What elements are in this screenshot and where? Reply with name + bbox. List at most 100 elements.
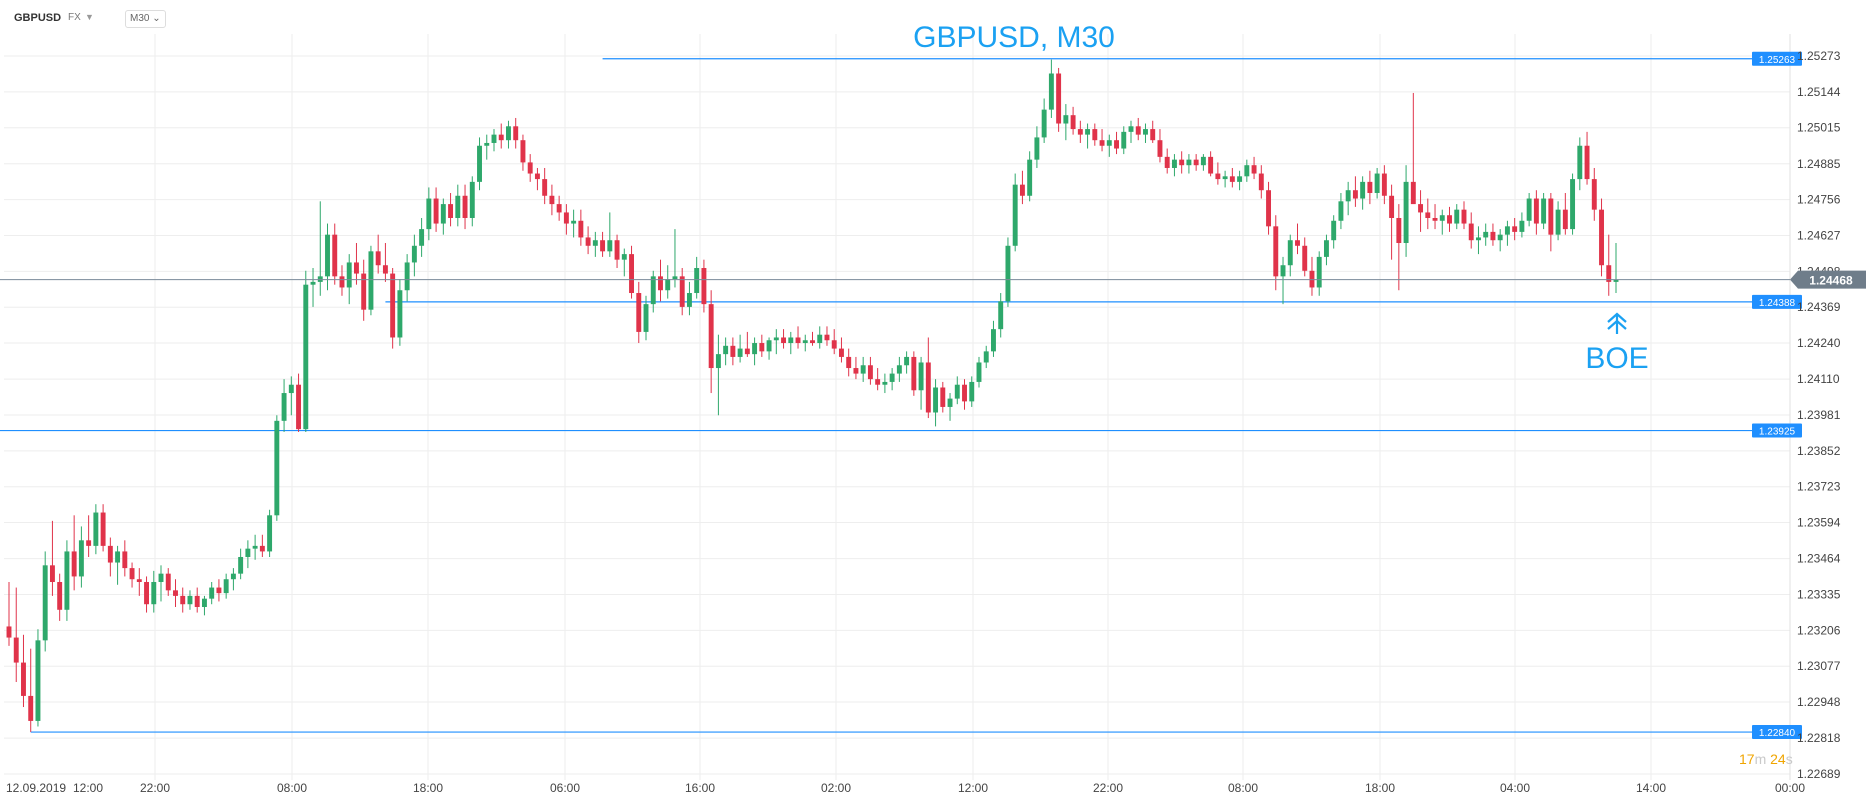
candle-up xyxy=(42,551,48,652)
y-tick-label: 1.23723 xyxy=(1797,480,1841,494)
candle-up xyxy=(1106,134,1112,157)
candle-down xyxy=(375,234,381,274)
candle-up xyxy=(672,229,678,288)
level-value: 1.22840 xyxy=(1759,728,1796,739)
candle-body xyxy=(1381,173,1387,196)
candle-body xyxy=(1179,159,1185,166)
candle-up xyxy=(1555,201,1561,241)
candle-body xyxy=(1439,215,1445,221)
y-tick-label: 1.25273 xyxy=(1797,49,1841,63)
candle-up xyxy=(723,337,729,366)
candle-body xyxy=(520,140,526,163)
candle-up xyxy=(303,270,309,432)
market-label[interactable]: FX xyxy=(68,12,81,23)
candle-body xyxy=(1143,129,1148,135)
candle-up xyxy=(1005,237,1011,307)
candle-body xyxy=(1476,237,1481,241)
chart-toolbar: GBPUSD FX ▼ M30 ⌄ xyxy=(0,0,1866,34)
candle-body xyxy=(274,420,280,516)
candle-body xyxy=(1345,190,1351,202)
candle-up xyxy=(643,295,649,341)
candle-body xyxy=(1497,234,1503,241)
candle-up xyxy=(1171,154,1177,177)
candle-body xyxy=(549,195,555,205)
candle-up xyxy=(1200,154,1206,171)
x-tick-label: 12:00 xyxy=(73,781,103,795)
candle-body xyxy=(93,512,99,546)
candle-body xyxy=(1323,240,1329,257)
candle-body xyxy=(144,581,149,605)
candle-body xyxy=(925,362,931,413)
candle-down xyxy=(462,184,468,230)
candle-down xyxy=(542,167,548,205)
candle-up xyxy=(317,201,323,296)
chart-title: GBPUSD, M30 xyxy=(913,21,1115,54)
y-tick-label: 1.23594 xyxy=(1797,516,1841,530)
candle-body xyxy=(1533,198,1539,224)
candle-body xyxy=(86,540,92,546)
candle-body xyxy=(947,398,953,407)
candle-body xyxy=(1396,217,1402,244)
candle-up xyxy=(274,415,280,521)
candle-up xyxy=(1577,137,1583,191)
candle-up xyxy=(998,293,1004,338)
candle-down xyxy=(332,223,338,285)
level-badge xyxy=(1752,294,1802,309)
candle-down xyxy=(1266,181,1272,235)
candle-body xyxy=(1034,137,1040,160)
candle-up xyxy=(1244,159,1250,182)
candle-body xyxy=(976,362,982,382)
x-tick-label: 16:00 xyxy=(685,781,715,795)
candle-up xyxy=(1570,173,1576,235)
candle-up xyxy=(752,337,758,366)
candle-down xyxy=(759,334,765,357)
candle-up xyxy=(1143,123,1148,143)
candle-body xyxy=(332,234,338,277)
y-tick-label: 1.24627 xyxy=(1797,229,1841,243)
candle-body xyxy=(281,393,287,421)
candle-body xyxy=(585,237,591,246)
candle-body xyxy=(781,337,787,344)
candle-body xyxy=(317,276,323,282)
candle-body xyxy=(1157,140,1163,157)
candle-up xyxy=(484,134,490,160)
candle-up xyxy=(1476,226,1481,255)
candle-down xyxy=(549,184,555,216)
candle-body xyxy=(1606,265,1612,282)
candle-body xyxy=(730,345,736,357)
candle-body xyxy=(715,354,721,369)
price-axis: 1.25273 1.25144 1.25015 1.24885 1.24756 1.246… xyxy=(1797,49,1841,781)
candle-body xyxy=(658,276,663,291)
candle-body xyxy=(708,304,714,369)
candle-down xyxy=(563,204,569,235)
candle-body xyxy=(810,340,815,344)
candle-up xyxy=(896,356,902,382)
candle-up xyxy=(1128,120,1134,143)
candle-down xyxy=(1208,151,1214,177)
candle-up xyxy=(983,345,989,369)
candle-down xyxy=(1562,192,1568,235)
y-tick-label: 1.25144 xyxy=(1797,85,1841,99)
candle-body xyxy=(1483,231,1489,238)
timeframe-selector[interactable]: M30 ⌄ xyxy=(125,10,166,28)
candle-down xyxy=(57,573,63,621)
candle-down xyxy=(259,534,265,557)
candle-down xyxy=(1258,165,1264,199)
symbol-label[interactable]: GBPUSD xyxy=(14,12,62,24)
candle-down xyxy=(1389,184,1395,260)
chevron-down-icon[interactable]: ▼ xyxy=(85,12,94,22)
candle-body xyxy=(1186,159,1192,166)
candle-down xyxy=(838,337,844,363)
x-tick-label: 22:00 xyxy=(140,781,170,795)
candlestick-series xyxy=(6,59,1619,733)
x-tick-label: 22:00 xyxy=(1093,781,1123,795)
candle-down xyxy=(1490,223,1496,246)
candle-body xyxy=(556,204,562,213)
x-tick-label: 08:00 xyxy=(1228,781,1258,795)
candle-body xyxy=(346,262,352,288)
candle-down xyxy=(831,329,837,355)
candle-up xyxy=(1497,229,1503,252)
time-axis: 12.09.2019 12:00 22:00 08:00 18:00 06:00 16:00… xyxy=(6,781,1805,795)
candle-body xyxy=(1244,165,1250,177)
